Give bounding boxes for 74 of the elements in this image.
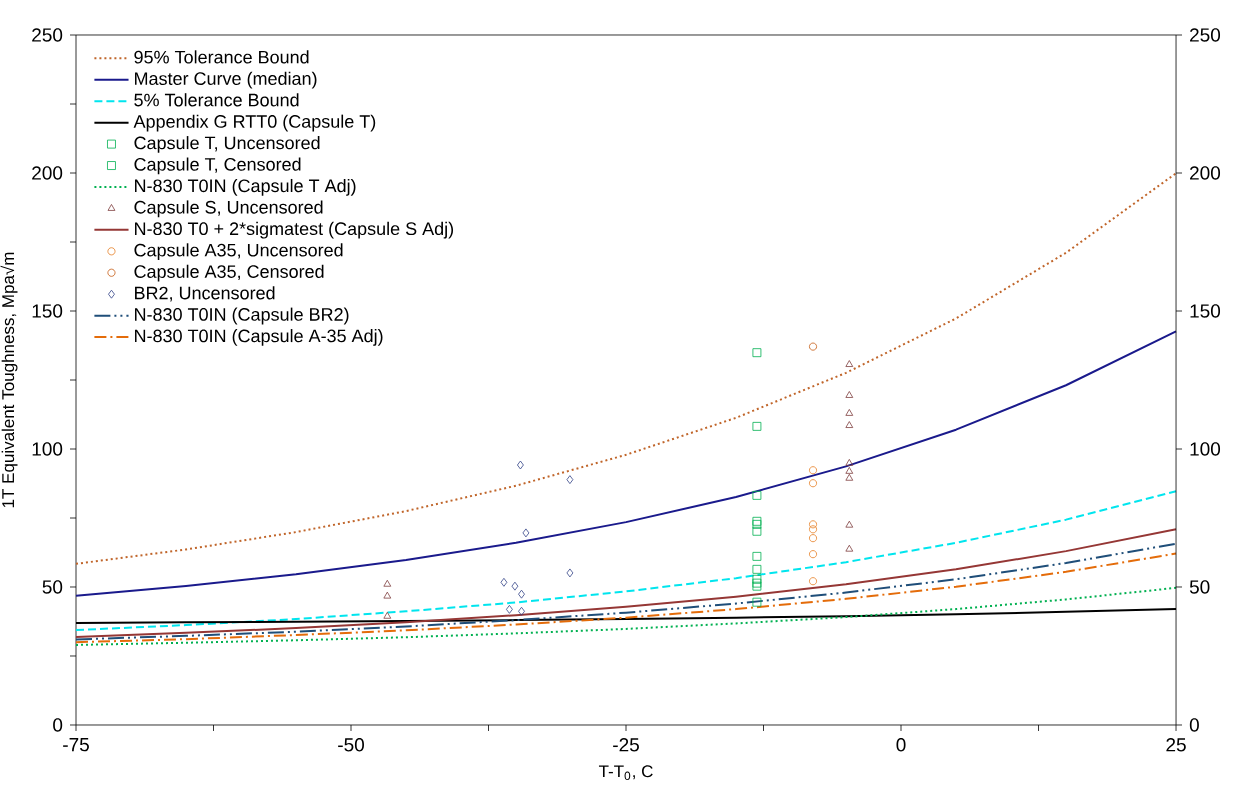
point [511, 581, 519, 591]
y-tick-label: 100 [32, 442, 63, 456]
legend-label: Master Curve (median) [135, 71, 317, 89]
point [845, 409, 854, 416]
point [752, 348, 762, 358]
legend-label: Appendix G RTT0 (Capsule T) [133, 114, 376, 132]
point [809, 550, 818, 559]
point [517, 460, 524, 470]
point [518, 589, 525, 599]
point [752, 421, 762, 431]
point [383, 611, 392, 619]
x-tick-label: 0 [896, 738, 906, 752]
point [845, 458, 854, 466]
x-tick-label: -50 [338, 738, 364, 752]
legend-label: 5% Tolerance Bound [134, 93, 299, 107]
line-series [75, 330, 1178, 597]
y2-tick-label: 200 [1190, 166, 1221, 180]
y2-tick-label: 50 [1189, 580, 1210, 594]
point [383, 591, 392, 599]
legend-label: Capsule S, Uncensored [134, 200, 323, 218]
point [522, 528, 530, 538]
point [809, 577, 818, 586]
legend-label: 95% Tolerance Bound [134, 50, 309, 64]
legend-label: Capsule T, Uncensored [134, 136, 320, 153]
point [500, 577, 508, 587]
legend-label: N-830 T0IN (Capsule T Adj) [135, 178, 356, 196]
legend-label: Capsule A35, Uncensored [134, 243, 343, 261]
legend-label: N-830 T0IN (Capsule A-35 Adj) [135, 329, 383, 346]
x-tick-label: -25 [613, 738, 639, 752]
point [809, 520, 818, 529]
y2-tick-label: 100 [1190, 442, 1221, 456]
point [809, 342, 818, 351]
point [566, 568, 574, 578]
legend-label: N-830 T0IN (Capsule BR2) [135, 307, 349, 325]
legend-label: N-830 T0 + 2*sigmatest (Capsule S Adj) [135, 221, 454, 239]
point [845, 520, 854, 528]
point [752, 551, 762, 561]
point [518, 606, 525, 616]
x-tick-label: -75 [63, 738, 89, 752]
x-tick-label: 25 [1166, 738, 1186, 752]
point [752, 526, 762, 536]
y-tick-label: 200 [32, 166, 63, 180]
point [845, 421, 854, 428]
y-tick-label: 250 [32, 28, 63, 42]
point [845, 466, 854, 474]
y2-tick-label: 0 [1189, 718, 1199, 732]
x-axis-title: T-T$_{0}$, C [598, 765, 653, 781]
y2-tick-label: 250 [1190, 28, 1221, 42]
point [809, 479, 818, 488]
point [809, 534, 818, 543]
line-series [75, 528, 1178, 638]
y-tick-label: 50 [42, 580, 63, 594]
point [752, 574, 762, 584]
legend-label: BR2, Uncensored [135, 286, 275, 302]
point [845, 544, 854, 552]
point [809, 466, 818, 475]
legend-label: Capsule T, Censored [134, 157, 301, 175]
y2-tick-label: 150 [1190, 304, 1221, 318]
legend-label: Capsule A35, Censored [134, 264, 324, 282]
y-axis-title: 1T Equivalent Toughness, Mpa√m [0, 252, 18, 508]
point [845, 473, 854, 481]
point [845, 391, 854, 398]
line-series [75, 586, 1178, 646]
y-tick-label: 0 [53, 718, 63, 732]
point [809, 525, 818, 534]
point [752, 597, 762, 607]
y-tick-label: 150 [32, 304, 63, 318]
point [383, 579, 392, 587]
point [506, 604, 513, 614]
point [752, 490, 762, 500]
point [845, 360, 854, 367]
line-series [75, 490, 1178, 632]
point [566, 475, 574, 485]
point [752, 564, 762, 574]
